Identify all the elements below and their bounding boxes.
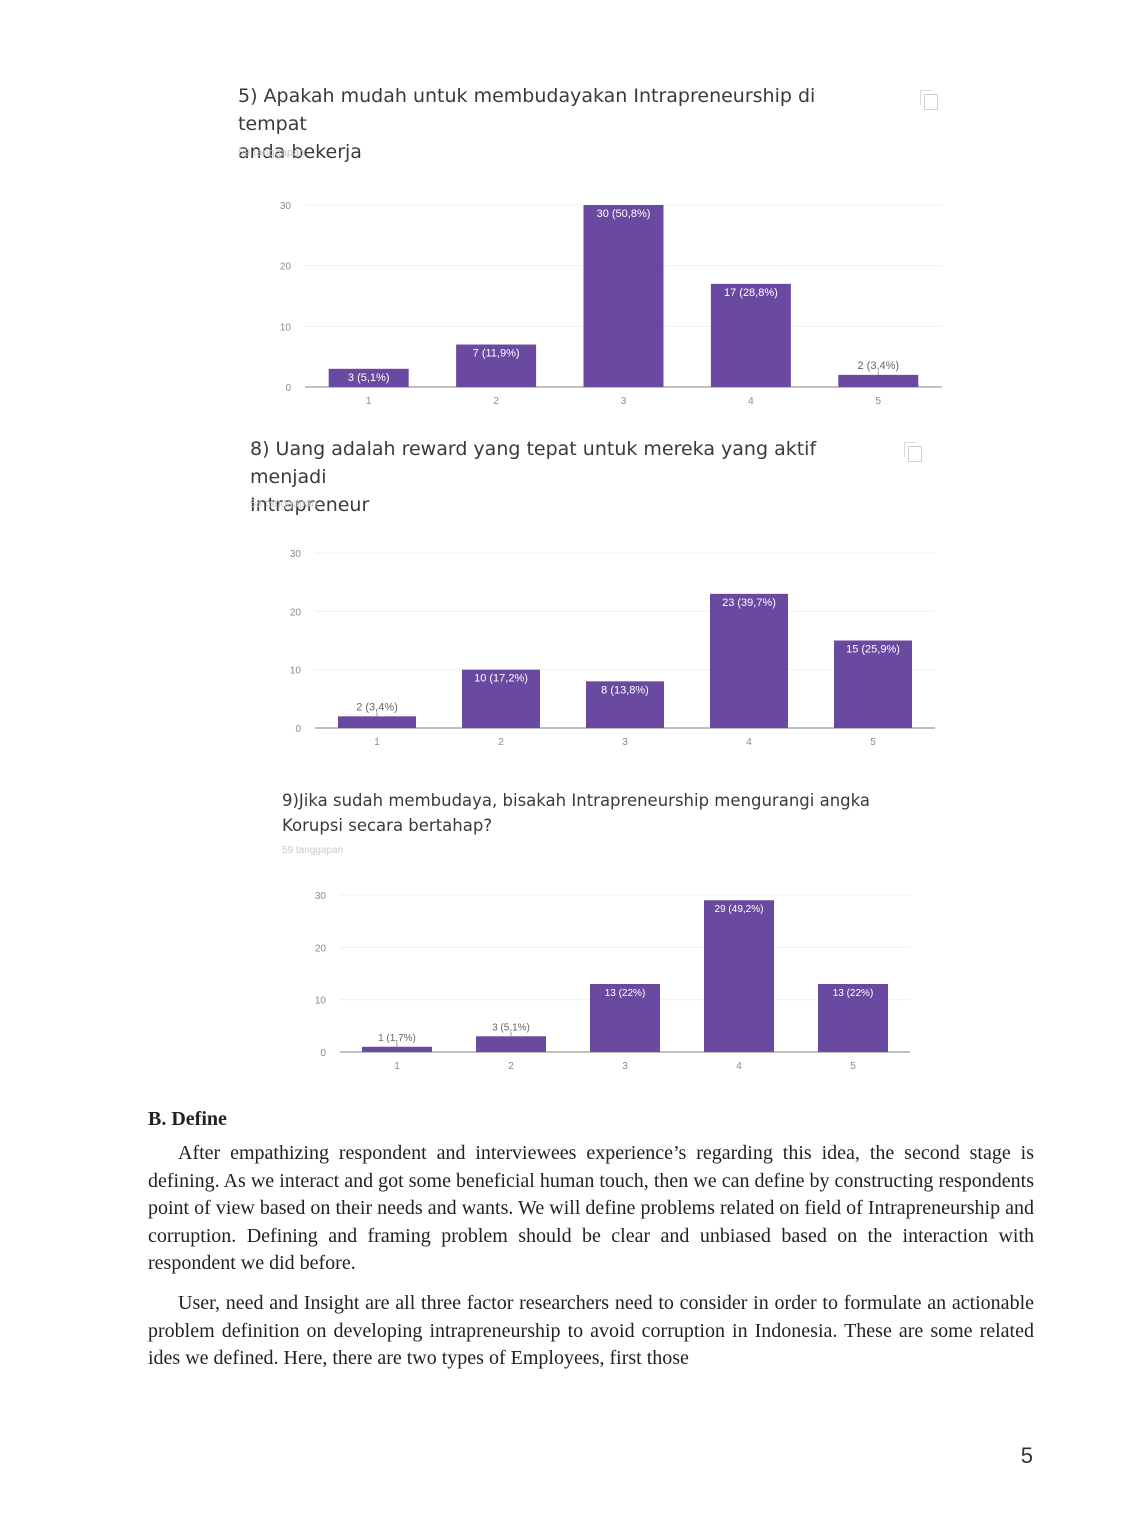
paragraph-2: User, need and Insight are all three fac… [148, 1292, 1034, 1369]
chart-2-bar-3 [586, 681, 664, 728]
chart-1-title-line-2: anda bekerja [238, 141, 362, 163]
chart-3-y-tick-label: 0 [320, 1048, 326, 1059]
chart-3-x-tick-label: 1 [394, 1061, 400, 1072]
chart-2-y-tick-label: 0 [295, 724, 301, 735]
chart-1-bar-chart: 0 10 20 30 3 (5,1%) 1 7 (11,9%) 2 30 (50,8%) 3 17 … [280, 201, 942, 407]
page-number: 5 [1020, 1443, 1033, 1468]
chart-1-x-tick-label: 5 [876, 396, 882, 407]
chart-3-data-label-5: 13 (22%) [833, 988, 874, 999]
chart-2-y-tick-label: 20 [290, 607, 302, 618]
copy-chart-2-icon[interactable] [904, 442, 922, 462]
chart-2-data-label-2: 10 (17,2%) [474, 673, 528, 685]
chart-2-bar-4 [710, 593, 788, 728]
chart-2-title-line-2: Intrapreneur [250, 494, 370, 516]
chart-2-x-tick-label: 4 [746, 737, 752, 748]
chart-3-title: 9)Jika sudah membudaya, bisakah Intrapre… [282, 788, 902, 838]
chart-1-y-tick-label: 20 [280, 262, 292, 273]
chart-1-x-tick-label: 3 [621, 396, 627, 407]
chart-2-title-line-1: 8) Uang adalah reward yang tepat untuk m… [250, 438, 817, 488]
chart-1-title-line-1: 5) Apakah mudah untuk membudayakan Intra… [238, 85, 816, 135]
chart-2-data-label-4: 23 (39,7%) [722, 597, 776, 609]
chart-2-x-tick-label: 2 [498, 737, 504, 748]
chart-1-bar-4 [710, 283, 791, 387]
chart-3-bar-4 [704, 900, 774, 1052]
chart-1-data-label-1: 3 (5,1%) [348, 372, 390, 384]
chart-3-data-label-1: 1 (1,7%) [378, 1033, 416, 1044]
chart-3-bar-chart: 0 10 20 30 1 (1,7%) 1 3 (5,1%) 2 13 (22%) 3 29 (49… [315, 891, 910, 1072]
chart-2-x-tick-label: 1 [374, 737, 380, 748]
chart-3-data-label-3: 13 (22%) [605, 988, 646, 999]
chart-2-y-tick-label: 10 [290, 666, 302, 677]
chart-2-y-tick-label: 30 [290, 549, 302, 560]
chart-1-bar-5 [838, 374, 919, 387]
chart-2-data-label-5: 15 (25,9%) [846, 644, 900, 656]
chart-1-bar-2 [456, 344, 537, 387]
chart-3-response-count: 59 tanggapan [282, 845, 344, 856]
chart-2-x-tick-label: 5 [870, 737, 876, 748]
chart-3-y-tick-label: 10 [315, 996, 327, 1007]
section-heading: B. Define [148, 1108, 227, 1130]
chart-1-x-tick-label: 4 [748, 396, 754, 407]
chart-3-bar-2 [476, 1036, 546, 1052]
chart-2-bar-chart: 0 10 20 30 2 (3,4%) 1 10 (17,2%) 2 8 (13,8%) 3 23 … [290, 549, 935, 748]
chart-3-x-tick-label: 5 [850, 1061, 856, 1072]
chart-1-x-tick-label: 1 [366, 396, 372, 407]
chart-1-title: 5) Apakah mudah untuk membudayakan Intra… [238, 82, 878, 166]
chart-2-bar-2 [462, 669, 540, 728]
chart-2-bar-1 [338, 716, 416, 728]
chart-3-y-tick-label: 20 [315, 943, 327, 954]
chart-3-bar-3 [590, 983, 660, 1052]
chart-2-data-label-3: 8 (13,8%) [601, 684, 649, 696]
chart-3-bar-5 [818, 983, 888, 1052]
chart-2-data-label-1: 2 (3,4%) [356, 701, 398, 713]
chart-3-bar-1 [362, 1046, 432, 1052]
chart-1-data-label-3: 30 (50,8%) [597, 208, 651, 220]
chart-1-data-label-4: 17 (28,8%) [724, 287, 778, 299]
chart-1-bar-1 [328, 368, 409, 387]
chart-1-x-tick-label: 2 [493, 396, 499, 407]
chart-2-title: 8) Uang adalah reward yang tepat untuk m… [250, 435, 870, 519]
chart-1-response-count: 59 tanggapan [238, 147, 306, 159]
chart-1-y-tick-label: 10 [280, 322, 292, 333]
chart-1-bar-3 [583, 205, 664, 387]
chart-3-x-tick-label: 2 [508, 1061, 514, 1072]
chart-3-data-label-4: 29 (49,2%) [715, 904, 764, 915]
chart-3-title-line-1: 9)Jika sudah membudaya, bisakah Intrapre… [282, 791, 870, 810]
chart-2-bar-5 [834, 640, 912, 728]
chart-2-response-count: 58 tanggapan [250, 498, 318, 510]
chart-1-data-label-2: 7 (11,9%) [473, 348, 520, 360]
chart-1-y-tick-label: 30 [280, 201, 292, 212]
paragraph-1: After empathizing respondent and intervi… [148, 1142, 1034, 1274]
chart-3-x-tick-label: 3 [622, 1061, 628, 1072]
chart-3-data-label-2: 3 (5,1%) [492, 1022, 530, 1033]
copy-chart-1-icon[interactable] [920, 90, 938, 110]
chart-1-y-tick-label: 0 [285, 383, 291, 394]
chart-1-data-label-5: 2 (3,4%) [858, 360, 900, 372]
chart-3-x-tick-label: 4 [736, 1061, 742, 1072]
chart-3-title-line-2: Korupsi secara bertahap? [282, 816, 493, 835]
chart-3-y-tick-label: 30 [315, 891, 327, 902]
chart-2-x-tick-label: 3 [622, 737, 628, 748]
